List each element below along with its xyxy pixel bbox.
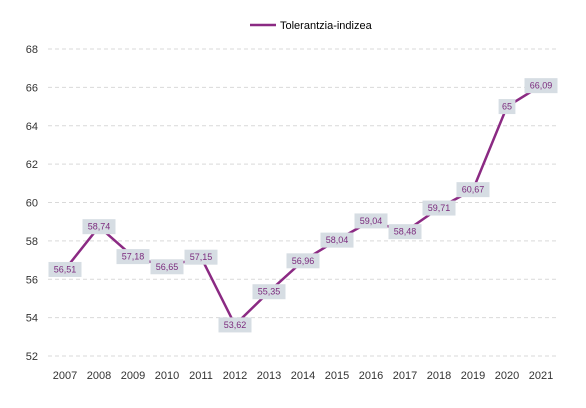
y-tick-label: 56 [26,274,38,286]
data-label-text: 59,04 [360,216,383,226]
series-line-tolerantzia-indizea [64,84,542,327]
x-tick-label: 2021 [529,370,553,382]
data-label: 55,35 [252,284,286,300]
data-label-text: 53,62 [224,320,247,330]
data-label: 56,96 [286,253,320,269]
y-tick-label: 54 [26,313,38,325]
gridlines [48,48,558,357]
data-labels: 56,51 58,74 57,18 56,65 57,15 53,62 55,35 56,96… [48,78,558,333]
data-label: 57,18 [116,249,150,265]
legend-label: Tolerantzia-indizea [280,20,373,32]
data-label-bg [354,213,388,229]
x-tick-label: 2014 [291,370,315,382]
data-label: 60,67 [456,182,490,198]
data-label: 57,15 [184,249,218,265]
x-tick-label: 2017 [393,370,417,382]
x-tick-label: 2019 [461,370,485,382]
data-label: 66,09 [524,78,558,94]
x-tick-label: 2010 [155,370,179,382]
y-tick-label: 64 [26,121,38,133]
data-label: 59,04 [354,213,388,229]
data-label-text: 57,15 [190,252,213,262]
x-tick-label: 2013 [257,370,281,382]
x-tick-label: 2020 [495,370,519,382]
x-tick-label: 2012 [223,370,247,382]
data-label-text: 60,67 [462,185,485,195]
x-tick-label: 2016 [359,370,383,382]
data-label-bg [184,249,218,265]
data-label-text: 55,35 [258,287,281,297]
data-label-bg [218,317,252,333]
data-label-text: 66,09 [530,81,553,91]
data-label: 56,65 [150,259,184,275]
data-label-text: 56,51 [54,264,77,274]
data-label-bg [82,219,116,235]
data-label-bg [116,249,150,265]
data-label-text: 58,74 [88,222,111,232]
data-label-text: 56,96 [292,256,315,266]
data-label-text: 56,65 [156,262,179,272]
y-tick-label: 58 [26,236,38,248]
data-label: 59,71 [422,200,456,216]
y-tick-label: 62 [26,159,38,171]
x-tick-label: 2018 [427,370,451,382]
data-label-text: 58,48 [394,227,417,237]
data-label-text: 57,18 [122,252,145,262]
data-label: 65 [498,99,516,115]
data-label-bg [388,224,422,240]
data-label-bg [422,200,456,216]
data-label: 56,51 [48,261,82,277]
x-tick-label: 2007 [53,370,77,382]
data-label-text: 59,71 [428,203,451,213]
data-label-bg [252,284,286,300]
data-label-bg [286,253,320,269]
x-tick-label: 2008 [87,370,111,382]
data-label: 58,04 [320,232,354,248]
data-label-bg [524,78,558,94]
y-tick-label: 52 [26,351,38,363]
data-label: 58,74 [82,219,116,235]
data-label-bg [320,232,354,248]
x-tick-label: 2011 [189,370,213,382]
data-label: 53,62 [218,317,252,333]
data-label: 58,48 [388,224,422,240]
x-tick-label: 2009 [121,370,145,382]
x-tick-label: 2015 [325,370,349,382]
x-axis: 2007 2008 2009 2010 2011 2012 2013 2014 2015 2016… [53,370,553,382]
data-label-bg [150,259,184,275]
y-axis: 52 54 56 58 60 62 64 66 68 [26,44,38,363]
data-label-bg [48,261,82,277]
data-label-bg [498,99,516,115]
legend: Tolerantzia-indizea [250,20,373,32]
data-label-text: 65 [502,102,512,112]
y-tick-label: 68 [26,44,38,56]
y-tick-label: 60 [26,198,38,210]
data-label-text: 58,04 [326,235,349,245]
y-tick-label: 66 [26,82,38,94]
data-label-bg [456,182,490,198]
